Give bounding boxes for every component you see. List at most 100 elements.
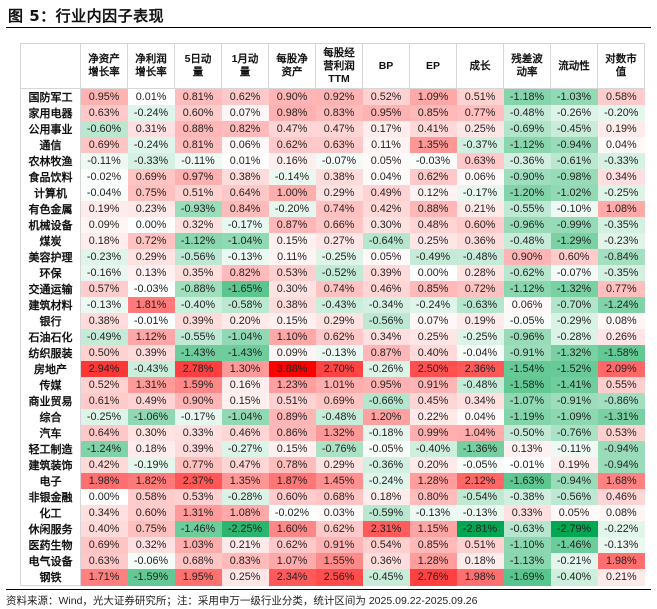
- factor-value-cell: -0.66%: [362, 393, 410, 409]
- factor-value-cell: 1.00%: [268, 185, 316, 201]
- column-header: 残差波 动率: [503, 43, 551, 89]
- factor-value-cell: 0.64%: [221, 185, 269, 201]
- factor-value-cell: 0.83%: [221, 553, 269, 569]
- factor-value-cell: -1.06%: [127, 409, 175, 425]
- factor-value-cell: -1.20%: [503, 185, 551, 201]
- factor-value-cell: 0.99%: [409, 425, 457, 441]
- factor-value-cell: -0.10%: [550, 201, 598, 217]
- factor-value-cell: 0.18%: [80, 233, 128, 249]
- table-row: 有色金属 0.19% 0.23% -0.93% 0.84% -0.20% 0.74% 0.42…: [20, 201, 645, 217]
- factor-value-cell: 0.51%: [456, 537, 504, 553]
- factor-value-cell: 1.81%: [127, 297, 175, 313]
- factor-value-cell: -1.13%: [503, 553, 551, 569]
- column-header-line: BP: [378, 59, 394, 72]
- column-header: 对数市值: [597, 43, 645, 89]
- factor-value-cell: 0.38%: [315, 169, 363, 185]
- factor-value-cell: 0.15%: [268, 233, 316, 249]
- factor-value-cell: -0.48%: [503, 233, 551, 249]
- factor-value-cell: 0.39%: [362, 265, 410, 281]
- factor-value-cell: -1.31%: [597, 409, 645, 425]
- factor-value-cell: -0.19%: [127, 457, 175, 473]
- factor-value-cell: 0.18%: [456, 553, 504, 569]
- factor-value-cell: -0.22%: [597, 521, 645, 537]
- factor-value-cell: -0.62%: [503, 265, 551, 281]
- factor-value-cell: 0.16%: [268, 153, 316, 169]
- factor-value-cell: -0.17%: [221, 217, 269, 233]
- factor-value-cell: 0.74%: [315, 281, 363, 297]
- factor-value-cell: 0.00%: [127, 217, 175, 233]
- factor-value-cell: -0.55%: [503, 201, 551, 217]
- factor-value-cell: -0.55%: [174, 329, 222, 345]
- factor-value-cell: -0.54%: [456, 489, 504, 505]
- factor-value-cell: 0.46%: [221, 425, 269, 441]
- factor-value-cell: 0.92%: [315, 88, 363, 105]
- column-header: 每股经 营利润 TTM: [315, 43, 363, 89]
- factor-value-cell: 0.46%: [362, 281, 410, 297]
- factor-value-cell: 0.62%: [268, 537, 316, 553]
- factor-value-cell: -0.48%: [456, 377, 504, 393]
- factor-value-cell: 0.91%: [409, 377, 457, 393]
- factor-value-cell: -0.11%: [174, 153, 222, 169]
- factor-value-cell: 0.81%: [174, 137, 222, 153]
- factor-value-cell: 0.60%: [550, 249, 598, 265]
- factor-value-cell: -0.05%: [362, 441, 410, 457]
- factor-value-cell: 0.86%: [268, 425, 316, 441]
- industry-label: 机械设备: [20, 217, 81, 233]
- table-row: 家用电器 0.63% -0.24% 0.60% 0.07% 0.98% 0.83% 0.95%…: [20, 105, 645, 121]
- factor-value-cell: 2.70%: [315, 361, 363, 377]
- table-row: 纺织服装 0.50% 0.39% -1.43% -1.43% 0.09% -0.13% 0.8…: [20, 345, 645, 361]
- factor-value-cell: 2.56%: [315, 569, 363, 586]
- column-header-line: 每股经: [323, 46, 355, 59]
- table-row: 计算机 -0.04% 0.75% 0.51% 0.64% 1.00% 0.29% 0.49% 0…: [20, 185, 645, 201]
- factor-value-cell: 0.06%: [456, 169, 504, 185]
- factor-value-cell: -1.29%: [550, 233, 598, 249]
- column-header-line: 营利润: [323, 59, 355, 72]
- factor-value-cell: 0.90%: [268, 88, 316, 105]
- factor-value-cell: -0.20%: [597, 105, 645, 121]
- factor-value-cell: 2.94%: [80, 361, 128, 377]
- factor-value-cell: 1.03%: [174, 537, 222, 553]
- factor-value-cell: -0.17%: [174, 409, 222, 425]
- industry-label: 非银金融: [20, 489, 81, 505]
- factor-value-cell: 1.95%: [174, 569, 222, 586]
- factor-value-cell: 1.09%: [409, 88, 457, 105]
- factor-value-cell: 0.08%: [597, 313, 645, 329]
- factor-value-cell: -0.45%: [362, 569, 410, 586]
- table-row: 煤炭 0.18% 0.72% -1.12% -1.04% 0.15% 0.27% -0.64%…: [20, 233, 645, 249]
- factor-value-cell: 1.31%: [127, 377, 175, 393]
- factor-value-cell: -1.18%: [503, 88, 551, 105]
- factor-value-cell: -1.58%: [503, 377, 551, 393]
- factor-value-cell: 0.57%: [80, 281, 128, 297]
- factor-value-cell: -0.27%: [221, 441, 269, 457]
- factor-value-cell: -0.64%: [362, 233, 410, 249]
- factor-value-cell: 0.47%: [268, 121, 316, 137]
- factor-value-cell: -0.59%: [362, 505, 410, 521]
- factor-value-cell: -0.02%: [80, 169, 128, 185]
- factor-value-cell: 0.74%: [315, 201, 363, 217]
- factor-value-cell: -0.61%: [550, 153, 598, 169]
- factor-value-cell: 0.19%: [456, 313, 504, 329]
- factor-value-cell: -0.13%: [221, 249, 269, 265]
- table-row: 医药生物 0.69% 0.32% 1.03% 0.21% 0.62% 0.91% 0.54% 0…: [20, 537, 645, 553]
- factor-value-cell: -1.12%: [503, 281, 551, 297]
- factor-value-cell: -1.58%: [597, 345, 645, 361]
- factor-value-cell: 0.78%: [268, 457, 316, 473]
- column-header: 1月动量: [221, 43, 269, 89]
- factor-value-cell: 1.60%: [268, 521, 316, 537]
- factor-value-cell: 0.32%: [127, 537, 175, 553]
- industry-label: 化工: [20, 505, 81, 521]
- factor-value-cell: 1.28%: [409, 553, 457, 569]
- factor-value-cell: -0.69%: [503, 121, 551, 137]
- factor-value-cell: 0.51%: [174, 185, 222, 201]
- table-row: 汽车 0.64% 0.30% 0.33% 0.46% 0.86% 1.32% -0.18% 0.…: [20, 425, 645, 441]
- factor-value-cell: 0.25%: [409, 233, 457, 249]
- factor-value-cell: 0.04%: [456, 409, 504, 425]
- factor-value-cell: -1.24%: [80, 441, 128, 457]
- factor-value-cell: 1.98%: [80, 473, 128, 489]
- factor-value-cell: 0.85%: [409, 281, 457, 297]
- factor-value-cell: 1.08%: [597, 201, 645, 217]
- factor-value-cell: 0.58%: [597, 88, 645, 105]
- factor-value-cell: -0.24%: [409, 297, 457, 313]
- industry-label: 国防军工: [20, 88, 81, 105]
- table-row: 电气设备 0.63% -0.06% 0.68% 0.83% 1.07% 1.55% 0.36%…: [20, 553, 645, 569]
